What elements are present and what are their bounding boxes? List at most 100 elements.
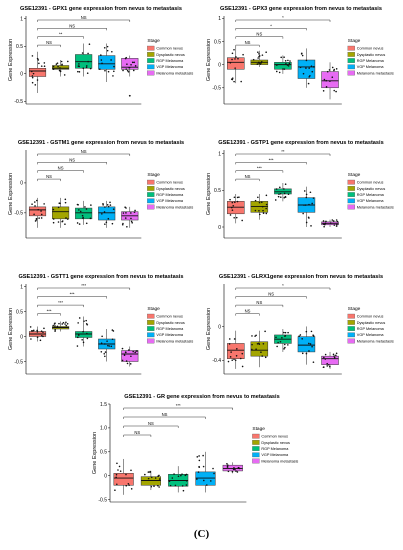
- legend-item-label: VGP Melanoma: [156, 65, 184, 69]
- legend-swatch: [347, 186, 355, 191]
- data-point: [329, 80, 331, 82]
- y-tick-label: -0.5: [14, 99, 23, 105]
- data-point: [43, 327, 45, 330]
- data-point: [52, 221, 55, 224]
- data-point: [257, 57, 259, 59]
- legend-item-label: Melanoma metastasis: [156, 339, 193, 343]
- y-axis-label: Gene Expression: [8, 39, 14, 81]
- data-point: [40, 210, 42, 212]
- legend-item-label: Common nevus: [261, 435, 288, 439]
- data-point: [130, 212, 132, 214]
- significance-label: ***: [70, 292, 75, 297]
- chart-panel-1: GSE12391 - GPX1 gene expression from nev…: [8, 6, 193, 105]
- data-point: [103, 352, 106, 355]
- data-point: [333, 355, 335, 357]
- data-point: [30, 338, 32, 340]
- data-point: [122, 222, 124, 225]
- legend-item-label: Common nevus: [156, 181, 183, 185]
- chart-panel-4: GSE12391 - GSTP1 gene expression from ne…: [206, 140, 394, 239]
- legend-item-label: RGP Melanoma: [156, 193, 184, 197]
- data-point: [228, 338, 231, 340]
- data-point: [236, 471, 239, 473]
- data-point: [107, 205, 110, 208]
- data-point: [64, 323, 66, 325]
- data-point: [299, 334, 302, 336]
- data-point: [238, 467, 241, 470]
- data-point: [228, 343, 231, 345]
- significance-label: **: [59, 32, 63, 37]
- data-point: [30, 330, 33, 332]
- legend-swatch: [347, 70, 355, 76]
- data-point: [258, 53, 260, 55]
- data-point: [65, 321, 67, 324]
- data-point: [233, 358, 235, 361]
- data-point: [104, 355, 106, 358]
- data-point: [252, 58, 255, 61]
- data-point: [181, 473, 183, 475]
- significance-label: NS: [256, 300, 262, 305]
- y-tick-label: -0.4: [212, 358, 221, 364]
- data-point: [323, 225, 325, 228]
- data-point: [310, 225, 312, 227]
- box-5: [121, 58, 139, 70]
- data-point: [275, 188, 278, 190]
- data-point: [33, 201, 36, 203]
- box-1: [28, 68, 47, 77]
- data-point: [328, 365, 331, 368]
- data-point: [261, 205, 264, 208]
- data-point: [64, 223, 66, 225]
- legend-item-label: Dysplastic nevus: [357, 321, 386, 325]
- data-point: [56, 325, 59, 328]
- data-point: [108, 345, 111, 347]
- legend-swatch: [147, 313, 155, 319]
- data-point: [37, 208, 40, 211]
- data-point: [278, 71, 281, 74]
- data-point: [282, 331, 285, 334]
- data-point: [85, 66, 88, 69]
- y-tick-label: 0.5: [214, 188, 221, 194]
- legend-title: Stage: [252, 426, 265, 432]
- data-point: [242, 53, 244, 56]
- data-point: [128, 484, 130, 486]
- chart-title: GSE12391 - GPX3 gene expression from nev…: [220, 6, 382, 12]
- legend-swatch: [347, 338, 355, 344]
- data-point: [305, 196, 308, 199]
- data-point: [52, 68, 55, 71]
- data-point: [324, 358, 327, 360]
- data-point: [78, 71, 81, 73]
- y-tick-label: 1: [20, 17, 23, 23]
- data-point: [76, 222, 79, 224]
- data-point: [284, 331, 287, 334]
- data-point: [36, 331, 39, 333]
- data-point: [85, 208, 88, 210]
- significance-label: NS: [256, 32, 262, 37]
- data-point: [124, 351, 127, 353]
- data-point: [258, 62, 260, 64]
- data-point: [284, 346, 286, 349]
- significance-bracket: [37, 287, 130, 290]
- data-point: [285, 62, 287, 65]
- data-point: [134, 209, 136, 212]
- data-point: [84, 206, 86, 208]
- data-point: [78, 317, 81, 319]
- data-point: [335, 68, 338, 70]
- chart-title: GSE12391 - GSTM1 gene expression from ne…: [18, 140, 184, 146]
- data-point: [58, 69, 61, 72]
- legend-swatch: [147, 320, 155, 325]
- data-point: [209, 480, 212, 482]
- data-point: [309, 75, 311, 77]
- data-point: [265, 194, 268, 197]
- box-4: [195, 471, 216, 486]
- data-point: [308, 203, 310, 206]
- data-point: [230, 351, 232, 353]
- data-point: [125, 485, 128, 487]
- y-axis-label: Gene Expression: [8, 173, 14, 215]
- data-point: [66, 60, 69, 63]
- box-4: [297, 59, 316, 79]
- data-point: [125, 207, 127, 209]
- significance-label: NS: [69, 157, 75, 162]
- data-point: [81, 338, 83, 341]
- data-point: [308, 67, 310, 69]
- data-point: [238, 196, 240, 198]
- significance-bracket: [235, 19, 331, 22]
